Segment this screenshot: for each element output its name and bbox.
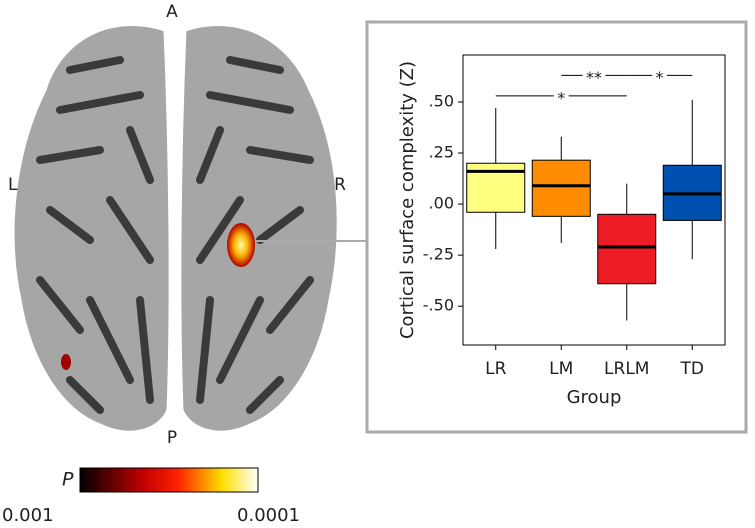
x-tick-label: LM (549, 359, 573, 379)
brain: A P L R (8, 2, 367, 448)
y-tick-label: -.25 (423, 245, 454, 264)
activation-blob (61, 354, 71, 370)
colorbar: P 0.001 0.0001 (2, 467, 300, 526)
x-tick-label: TD (680, 359, 704, 379)
direction-label: R (334, 175, 346, 195)
y-tick-label: .00 (429, 194, 454, 213)
y-tick-label: .25 (429, 143, 454, 162)
x-tick-label: LRLM (604, 359, 649, 379)
activation-blob (227, 223, 255, 267)
x-axis-label: Group (567, 387, 622, 408)
y-axis-label: Cortical surface complexity (Z) (397, 61, 418, 339)
colorbar-min: 0.001 (2, 505, 54, 526)
colorbar-max: 0.0001 (237, 505, 300, 526)
direction-label: A (166, 2, 178, 22)
box (531, 159, 591, 217)
direction-label: L (8, 175, 18, 195)
direction-label: P (167, 428, 177, 448)
y-tick-label: .50 (429, 91, 454, 110)
x-tick-label: LR (485, 359, 506, 379)
significance-label: * (656, 68, 664, 87)
plot-frame (462, 54, 726, 346)
significance-label: ** (586, 68, 602, 87)
significance-label: * (557, 88, 565, 107)
colorbar-title: P (62, 469, 74, 491)
chart-panel (365, 20, 748, 434)
box (597, 213, 657, 285)
y-tick-label: -.50 (423, 296, 454, 315)
colorbar-gradient (79, 467, 259, 493)
